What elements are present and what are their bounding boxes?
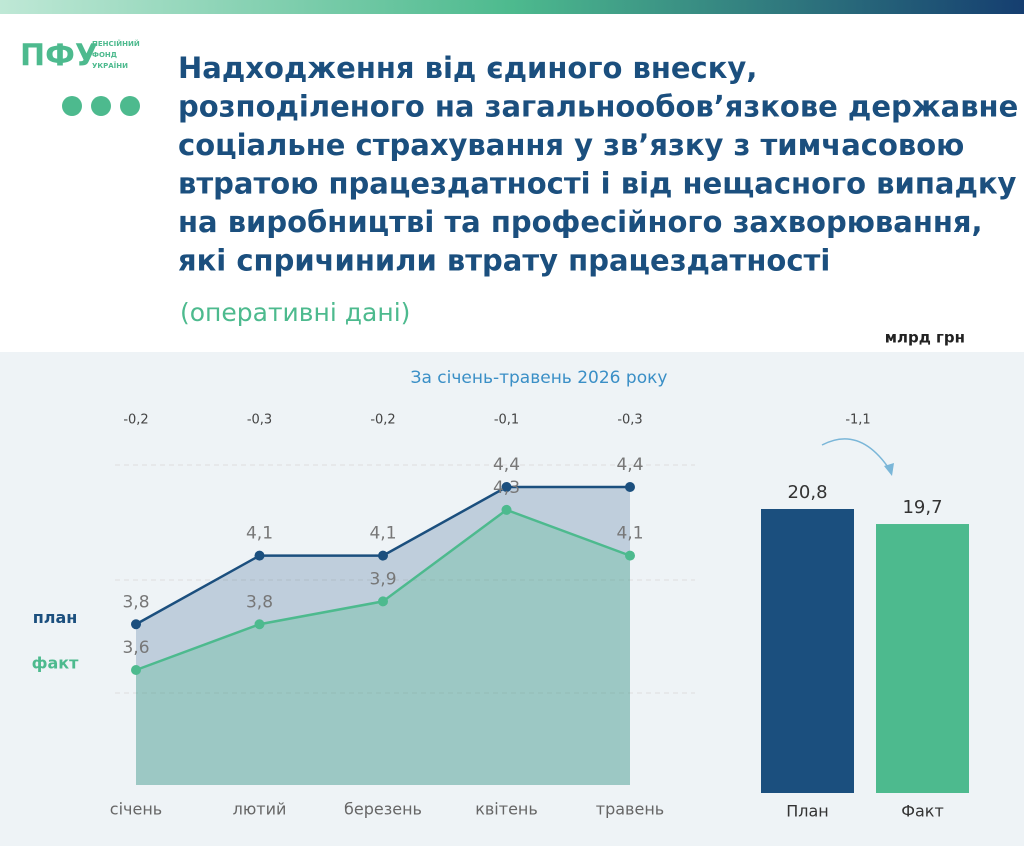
x-tick-label: травень	[596, 800, 664, 819]
x-tick-label: Факт	[901, 802, 944, 821]
difference-label: -0,3	[617, 413, 642, 428]
logo-caption: ФОНД	[92, 51, 117, 59]
value-label: 4,1	[616, 524, 643, 544]
area	[136, 509, 630, 785]
value-label: 4,4	[493, 455, 520, 475]
difference-label: -0,2	[123, 413, 148, 428]
x-tick-label: лютий	[233, 800, 287, 819]
title-line: які спричинили втрату працездатності	[178, 244, 830, 278]
point	[254, 550, 265, 561]
value-label: 4,1	[246, 524, 273, 544]
diff-arrow	[821, 438, 891, 471]
point	[131, 619, 141, 630]
value-label: 4,3	[493, 478, 520, 498]
logo-caption: УКРАЇНИ	[92, 61, 128, 70]
x-tick-label: квітень	[475, 800, 538, 819]
x-tick-label: березень	[344, 800, 422, 819]
difference-label: -0,1	[494, 413, 519, 428]
logo-caption: ПЕНСІЙНИЙ	[92, 39, 140, 48]
area	[136, 487, 630, 785]
unit: млрд грн	[885, 329, 965, 347]
x-tick-label: План	[786, 802, 829, 821]
point	[254, 619, 265, 630]
point	[625, 482, 635, 492]
legend-label: план	[33, 608, 78, 627]
dot	[120, 96, 140, 116]
value-label: 3,9	[369, 569, 396, 589]
x-tick-label: січень	[110, 800, 162, 819]
point	[378, 550, 388, 561]
value-label: 4,4	[616, 455, 643, 475]
title-line: соціальне страхування у зв’язку з тимчас…	[178, 128, 964, 162]
point	[131, 665, 141, 675]
point	[625, 550, 635, 561]
bar	[876, 524, 969, 793]
bar	[761, 509, 854, 793]
dot	[91, 96, 111, 116]
title-line: Надходження від єдиного внеску,	[178, 51, 757, 85]
subtitle: (оперативні дані)	[180, 298, 410, 327]
point	[501, 482, 512, 492]
difference-label: -1,1	[845, 413, 870, 428]
value-label: 3,8	[246, 592, 273, 612]
value-label: 3,8	[122, 592, 149, 612]
chart-title: За січень-травень 2026 року	[411, 368, 668, 388]
title-line: на виробництві та професійного захворюва…	[178, 205, 983, 239]
value-label: 19,7	[902, 497, 942, 518]
legend-label: факт	[32, 654, 80, 673]
point	[501, 504, 512, 515]
value-label: 20,8	[787, 482, 827, 503]
value-label: 3,6	[122, 638, 149, 658]
title-line: розподіленого на загальнообов’язкове дер…	[178, 90, 1018, 124]
title-line: втратою працездатності і від нещасного в…	[178, 167, 1017, 201]
value-label: 4,1	[369, 524, 396, 544]
difference-label: -0,3	[247, 413, 272, 428]
point	[378, 596, 388, 607]
title: Надходження від єдиного внеску, розподіле…	[178, 51, 1018, 278]
dot	[62, 96, 82, 116]
difference-label: -0,2	[370, 413, 395, 428]
diff-arrow-head	[884, 463, 894, 476]
top-bar	[0, 0, 1024, 14]
logo: ПФУ	[20, 39, 98, 74]
